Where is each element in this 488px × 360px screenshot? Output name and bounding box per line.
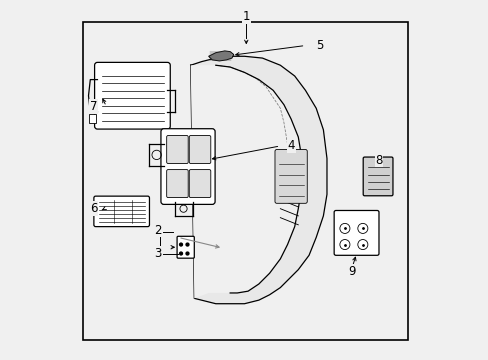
Circle shape <box>179 252 182 255</box>
FancyBboxPatch shape <box>94 62 170 129</box>
Circle shape <box>185 252 188 255</box>
FancyBboxPatch shape <box>363 157 392 196</box>
FancyBboxPatch shape <box>274 149 306 203</box>
FancyBboxPatch shape <box>177 236 194 258</box>
FancyBboxPatch shape <box>94 196 149 226</box>
Bar <box>88 114 96 123</box>
Circle shape <box>185 243 188 246</box>
Text: 8: 8 <box>374 154 382 167</box>
Text: 6: 6 <box>90 202 97 215</box>
Bar <box>83 22 407 339</box>
Circle shape <box>179 243 182 246</box>
FancyBboxPatch shape <box>333 211 378 255</box>
Text: 3: 3 <box>154 247 162 260</box>
Text: 5: 5 <box>316 39 323 52</box>
Polygon shape <box>208 51 233 61</box>
Text: 1: 1 <box>242 10 249 23</box>
Text: 9: 9 <box>347 265 355 278</box>
FancyBboxPatch shape <box>166 170 188 198</box>
FancyBboxPatch shape <box>161 129 215 204</box>
Text: 4: 4 <box>287 139 294 152</box>
FancyBboxPatch shape <box>189 135 210 163</box>
Polygon shape <box>190 56 326 304</box>
Text: 7: 7 <box>90 100 97 113</box>
Polygon shape <box>190 65 301 298</box>
Text: 2: 2 <box>154 224 162 237</box>
FancyBboxPatch shape <box>189 170 210 198</box>
FancyBboxPatch shape <box>166 135 188 163</box>
